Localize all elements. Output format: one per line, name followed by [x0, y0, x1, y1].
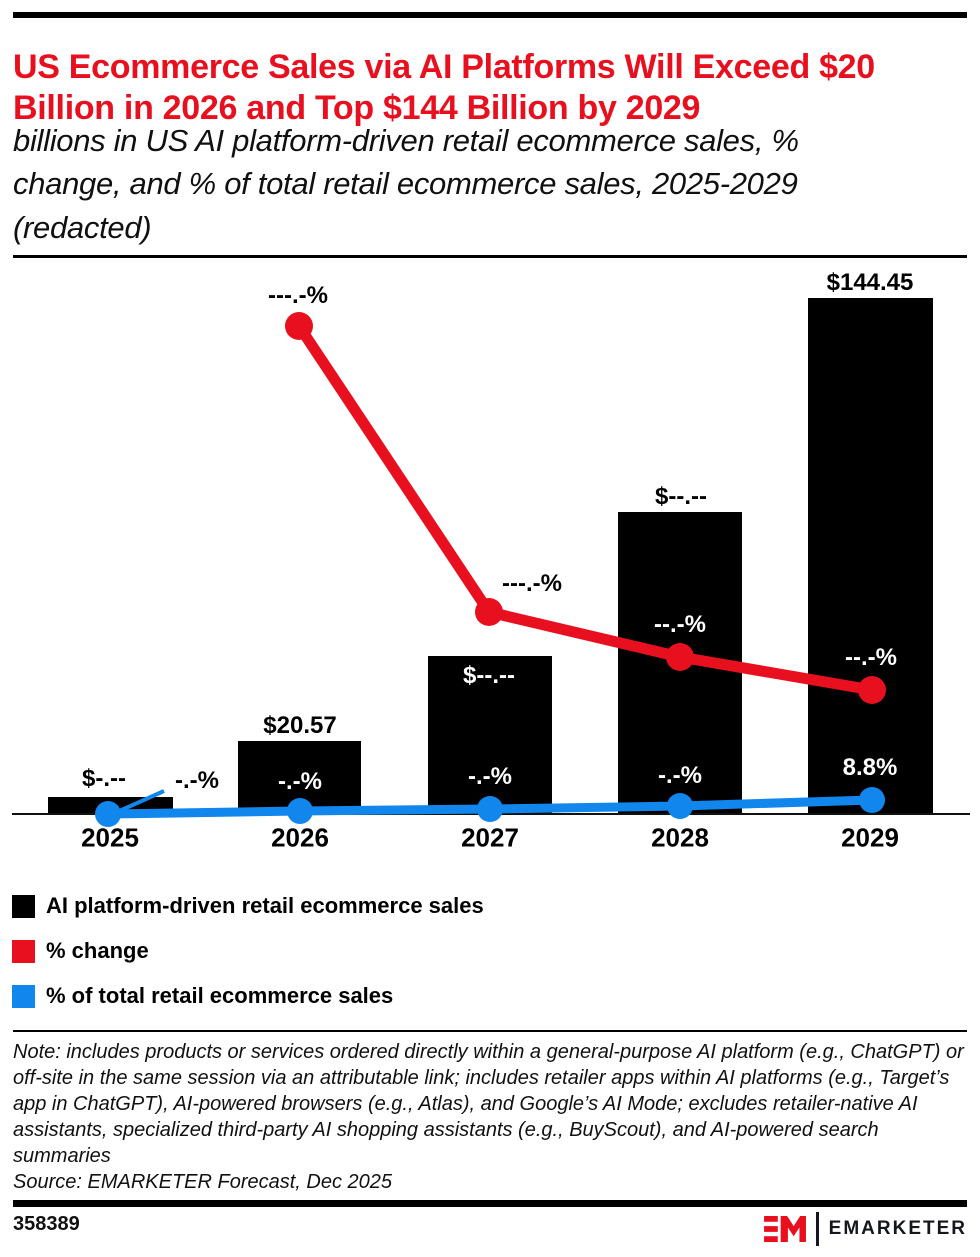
chart-subtitle: billions in US AI platform-driven retail… [13, 123, 799, 245]
note-text: Note: includes products or services orde… [13, 1041, 964, 1167]
x-tick-2025: 2025 [81, 822, 139, 853]
pct-of-total-label-2027: -.-% [468, 763, 512, 790]
x-axis-line [12, 813, 970, 815]
pct-of-total-label-2029: 8.8% [842, 754, 898, 781]
legend-item-bars: AI platform-driven retail ecommerce sale… [12, 893, 484, 919]
legend-label-bars: AI platform-driven retail ecommerce sale… [46, 893, 484, 918]
x-tick-2026: 2026 [271, 822, 329, 853]
pct-change-label-2029: --.-% [845, 644, 897, 671]
legend-swatch-red [12, 939, 35, 963]
legend-swatch-blue [12, 984, 35, 1008]
bar-value-label-2027: $--.-- [463, 662, 515, 689]
brand-divider [815, 1212, 819, 1246]
page-title: US Ecommerce Sales via AI Platforms Will… [13, 47, 875, 128]
pct-change-label-2027: ---.-% [502, 570, 562, 597]
bar-2029 [808, 298, 933, 813]
pct-of-total-label-2025: -.-% [175, 767, 219, 794]
emarketer-em-logo-icon [763, 1216, 806, 1242]
header-rule [13, 255, 967, 258]
pct-change-point-2027 [475, 598, 503, 626]
bar-value-label-2028: $--.-- [655, 483, 707, 510]
legend-label-pct-change: % change [46, 938, 149, 963]
legend-item-pct-change: % change [12, 938, 149, 964]
footer-rule [13, 1200, 967, 1207]
x-tick-2028: 2028 [651, 822, 709, 853]
bar-value-label-2025: $-.-- [82, 765, 126, 792]
top-rule [13, 12, 967, 18]
bar-value-label-2026: $20.57 [263, 712, 337, 739]
x-tick-2029: 2029 [841, 822, 899, 853]
source-text: Source: EMARKETER Forecast, Dec 2025 [13, 1171, 393, 1193]
pct-change-point-2026 [285, 312, 313, 340]
note-rule [13, 1030, 967, 1032]
note-block: Note: includes products or services orde… [13, 1039, 965, 1195]
bar-2025 [48, 797, 173, 813]
pct-change-label-2026: ---.-% [268, 282, 328, 309]
legend-label-pct-of-total: % of total retail ecommerce sales [46, 983, 394, 1008]
brand-name: EMARKETER [828, 1218, 967, 1239]
pct-of-total-label-2026: -.-% [278, 768, 322, 795]
x-tick-2027: 2027 [461, 822, 519, 853]
bar-value-label-2029: $144.45 [826, 269, 914, 296]
chart-id: 358389 [13, 1213, 80, 1235]
pct-change-label-2028: --.-% [654, 611, 706, 638]
legend-swatch-black [12, 894, 35, 918]
brand-lockup: EMARKETER [763, 1210, 967, 1248]
legend-item-pct-of-total: % of total retail ecommerce sales [12, 983, 393, 1009]
pct-of-total-label-2028: -.-% [658, 762, 702, 789]
pct-change-line [293, 320, 878, 696]
